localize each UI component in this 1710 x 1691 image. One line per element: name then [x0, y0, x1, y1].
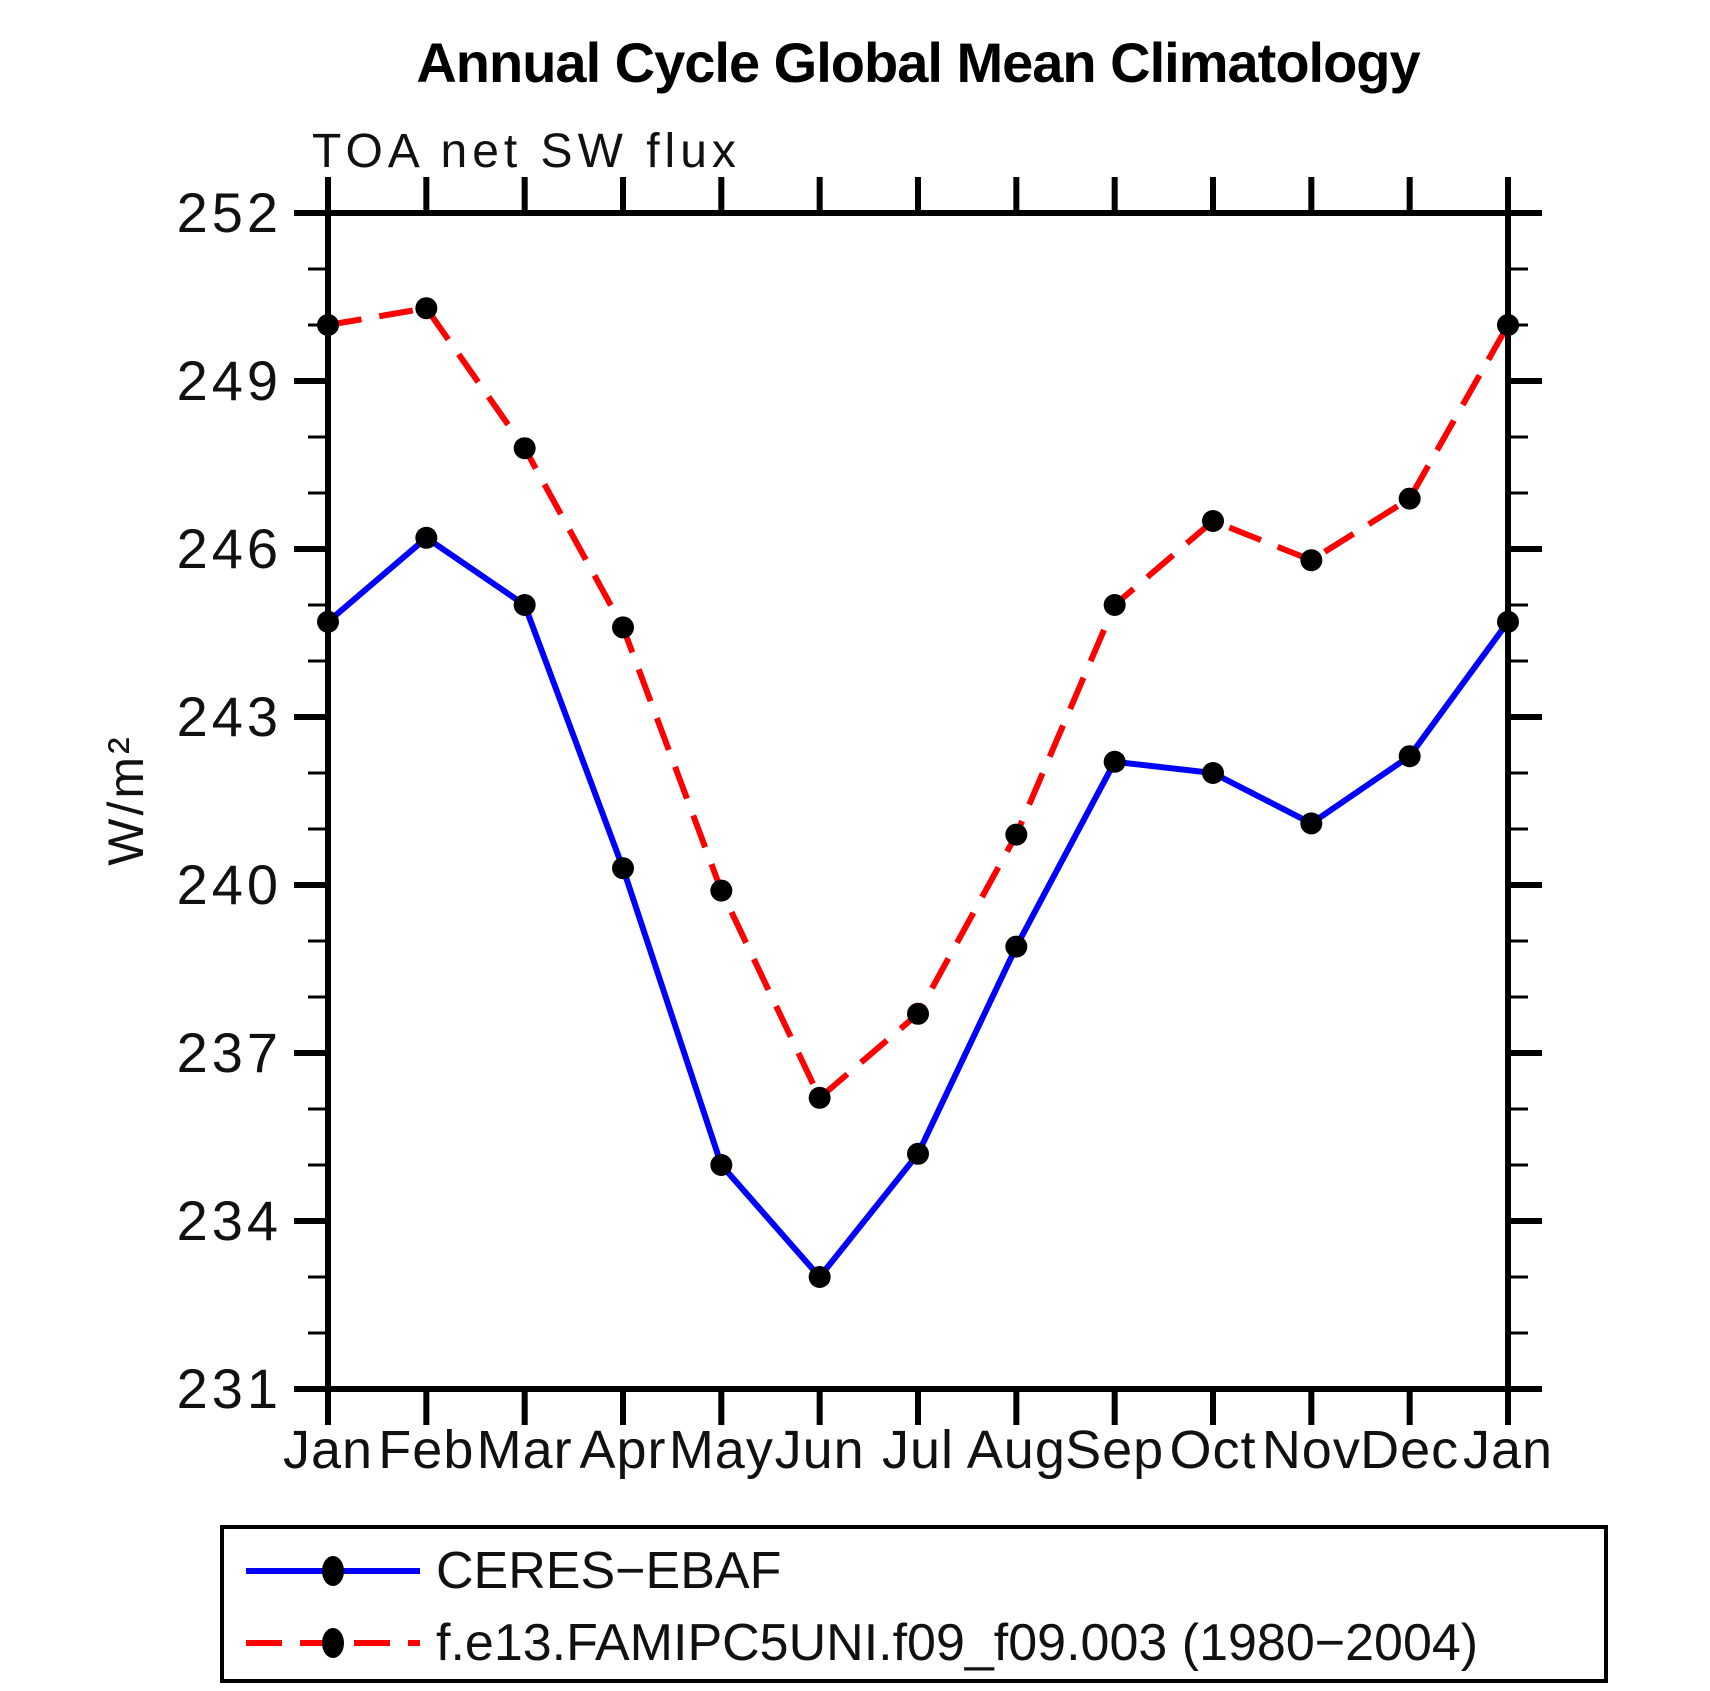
data-point-marker — [1497, 610, 1519, 633]
data-point-marker — [1005, 823, 1028, 846]
x-tick-label: Mar — [477, 1420, 573, 1480]
series-line-ceres — [326, 534, 1511, 1282]
data-point-marker — [1005, 935, 1028, 958]
data-point-marker — [1103, 750, 1126, 773]
x-tick-label: Jul — [882, 1420, 954, 1480]
data-point-marker — [1103, 594, 1126, 616]
data-point-marker — [1497, 314, 1519, 336]
data-point-marker — [317, 314, 339, 336]
x-tick-label: Aug — [967, 1420, 1066, 1480]
y-tick-label: 237 — [177, 1021, 282, 1084]
data-point-marker — [808, 1086, 831, 1109]
data-point-marker — [1202, 762, 1224, 784]
y-tick-label: 234 — [177, 1189, 282, 1252]
legend-label-model: f.e13.FAMIPC5UNI.f09_f09.003 (1980−2004) — [436, 1614, 1479, 1672]
y-tick-label: 243 — [177, 685, 282, 748]
legend: CERES−EBAF f.e13.FAMIPC5UNI.f09_f09.003 … — [220, 1525, 1608, 1683]
x-tick-label: Nov — [1262, 1420, 1361, 1480]
x-tick-label: Jan — [283, 1420, 373, 1480]
data-point-marker — [710, 1154, 733, 1176]
data-point-marker — [808, 1266, 831, 1288]
y-tick-label: 246 — [177, 517, 282, 580]
x-tick-label: Jun — [775, 1420, 865, 1480]
y-tick-label: 249 — [177, 349, 282, 412]
legend-entry-ceres: CERES−EBAF — [238, 1541, 781, 1601]
data-point-marker — [513, 594, 536, 616]
data-point-marker — [907, 1002, 929, 1025]
x-tick-label: Jan — [1463, 1420, 1553, 1480]
x-tick-label: Apr — [579, 1420, 666, 1480]
y-tick-label: 231 — [177, 1357, 282, 1420]
x-tick-label: May — [669, 1420, 774, 1480]
legend-line-sample-ceres — [246, 1556, 420, 1586]
data-point-marker — [612, 616, 634, 639]
y-tick-label: 240 — [177, 853, 282, 916]
chart-title: Annual Cycle Global Mean Climatology — [416, 31, 1420, 94]
data-point-marker — [1398, 745, 1421, 768]
legend-entry-model: f.e13.FAMIPC5UNI.f09_f09.003 (1980−2004) — [238, 1613, 1478, 1673]
data-point-marker — [1202, 510, 1224, 532]
x-tick-label: Feb — [378, 1420, 474, 1480]
x-tick-label: Oct — [1169, 1420, 1256, 1480]
axis-box — [325, 210, 1511, 1392]
data-point-marker — [612, 857, 634, 880]
data-point-marker — [1300, 812, 1323, 835]
chart-subtitle: TOA net SW flux — [312, 125, 741, 178]
data-point-marker — [710, 879, 733, 902]
legend-label-ceres: CERES−EBAF — [436, 1542, 782, 1600]
data-point-marker — [1398, 487, 1421, 510]
data-point-marker — [907, 1142, 929, 1165]
data-point-marker — [1300, 549, 1323, 572]
x-tick-label: Dec — [1360, 1420, 1459, 1480]
data-point-marker — [415, 526, 438, 549]
data-point-marker — [513, 437, 536, 460]
data-point-marker — [317, 610, 339, 633]
data-point-marker — [415, 297, 438, 320]
legend-line-sample-model — [246, 1628, 420, 1658]
series-line-model — [327, 304, 1511, 1103]
x-tick-label: Sep — [1065, 1420, 1164, 1480]
y-tick-label: 252 — [177, 181, 282, 244]
